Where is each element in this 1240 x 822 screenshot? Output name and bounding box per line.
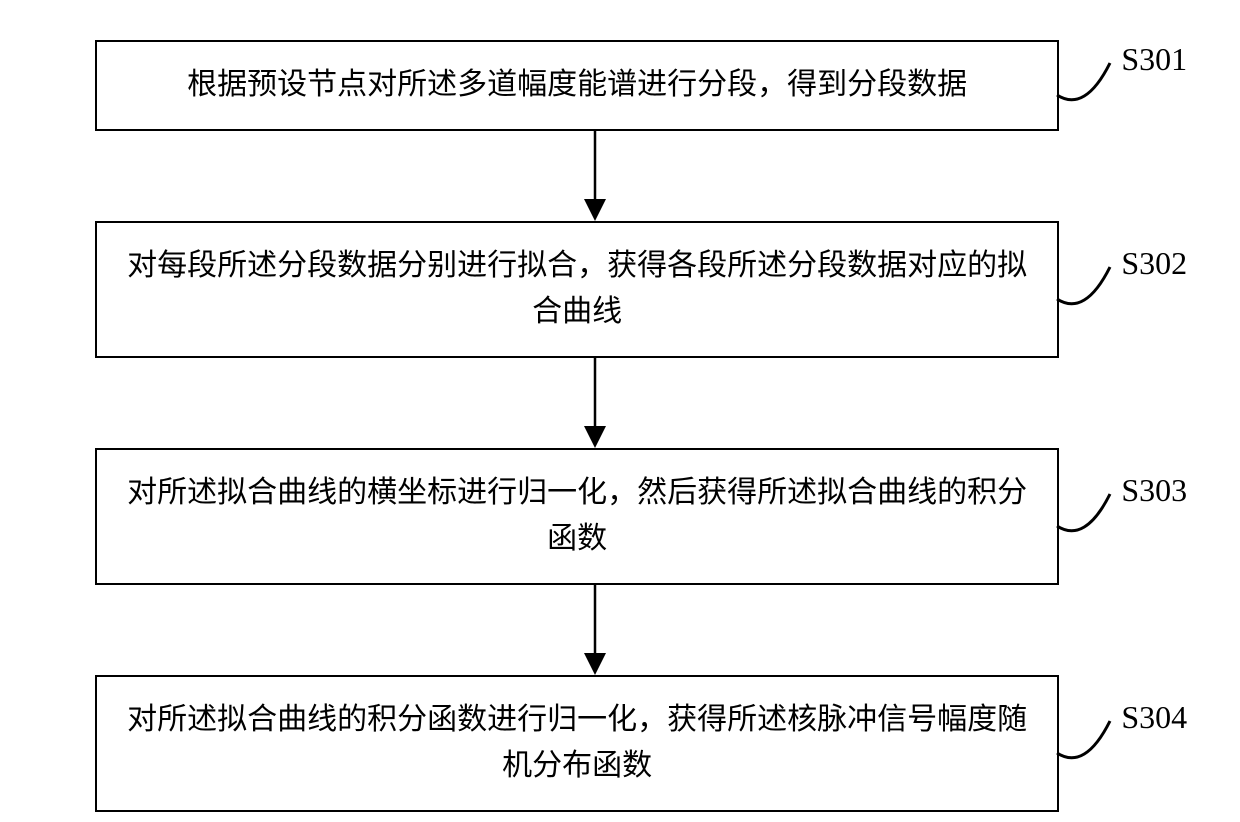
arrow-2 <box>50 358 1190 448</box>
step-row-2: 对每段所述分段数据分别进行拟合，获得各段所述分段数据对应的拟合曲线 S302 <box>50 221 1190 358</box>
step-text-1: 根据预设节点对所述多道幅度能谱进行分段，得到分段数据 <box>187 62 967 109</box>
arrow-down-icon <box>565 585 625 675</box>
flowchart-container: 根据预设节点对所述多道幅度能谱进行分段，得到分段数据 S301 对每段所述分段数… <box>50 40 1190 812</box>
arrow-3 <box>50 585 1190 675</box>
step-box-2: 对每段所述分段数据分别进行拟合，获得各段所述分段数据对应的拟合曲线 <box>95 221 1059 358</box>
step-row-1: 根据预设节点对所述多道幅度能谱进行分段，得到分段数据 S301 <box>50 40 1190 131</box>
step-row-4: 对所述拟合曲线的积分函数进行归一化，获得所述核脉冲信号幅度随机分布函数 S304 <box>50 675 1190 812</box>
step-connector-1: S301 <box>1055 55 1190 115</box>
curve-icon <box>1055 259 1125 319</box>
curve-icon <box>1055 486 1125 546</box>
arrow-down-icon <box>565 131 625 221</box>
curve-icon <box>1055 713 1125 773</box>
step-connector-4: S304 <box>1055 713 1190 773</box>
step-box-3: 对所述拟合曲线的横坐标进行归一化，然后获得所述拟合曲线的积分函数 <box>95 448 1059 585</box>
step-text-2: 对每段所述分段数据分别进行拟合，获得各段所述分段数据对应的拟合曲线 <box>127 243 1027 336</box>
step-box-1: 根据预设节点对所述多道幅度能谱进行分段，得到分段数据 <box>95 40 1059 131</box>
step-label-4: S304 <box>1121 699 1187 736</box>
step-text-4: 对所述拟合曲线的积分函数进行归一化，获得所述核脉冲信号幅度随机分布函数 <box>127 697 1027 790</box>
arrow-down-icon <box>565 358 625 448</box>
step-label-1: S301 <box>1121 41 1187 78</box>
step-label-2: S302 <box>1121 245 1187 282</box>
step-text-3: 对所述拟合曲线的横坐标进行归一化，然后获得所述拟合曲线的积分函数 <box>127 470 1027 563</box>
curve-icon <box>1055 55 1125 115</box>
step-connector-2: S302 <box>1055 259 1190 319</box>
step-row-3: 对所述拟合曲线的横坐标进行归一化，然后获得所述拟合曲线的积分函数 S303 <box>50 448 1190 585</box>
step-label-3: S303 <box>1121 472 1187 509</box>
step-box-4: 对所述拟合曲线的积分函数进行归一化，获得所述核脉冲信号幅度随机分布函数 <box>95 675 1059 812</box>
step-connector-3: S303 <box>1055 486 1190 546</box>
arrow-1 <box>50 131 1190 221</box>
